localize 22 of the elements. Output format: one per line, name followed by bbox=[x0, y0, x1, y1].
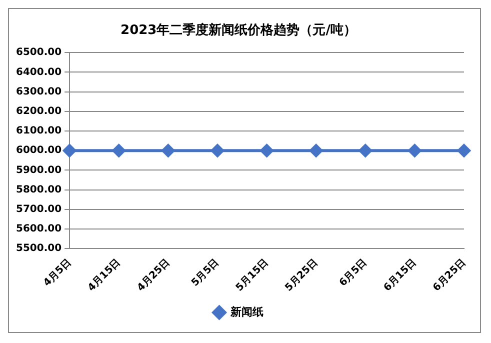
y-tick-label: 5800.00 bbox=[16, 184, 62, 196]
y-tick-label: 6300.00 bbox=[16, 86, 62, 98]
x-tick-label: 5月25日 bbox=[283, 257, 320, 294]
y-tick-label: 5900.00 bbox=[16, 164, 62, 176]
y-tick-label: 6200.00 bbox=[16, 106, 62, 117]
y-tick-label: 6100.00 bbox=[16, 126, 62, 137]
legend-label: 新闻纸 bbox=[229, 305, 264, 318]
x-tick-label: 6月15日 bbox=[382, 257, 419, 294]
y-tick-label: 6500.00 bbox=[16, 47, 62, 58]
x-tick-label: 4月5日 bbox=[42, 257, 74, 289]
y-tick-label: 6400.00 bbox=[16, 66, 62, 78]
y-tick-label: 5600.00 bbox=[16, 224, 62, 235]
x-tick-label: 4月25日 bbox=[135, 257, 172, 294]
x-tick-label: 5月15日 bbox=[234, 257, 271, 294]
y-tick-label: 5700.00 bbox=[16, 204, 62, 216]
x-tick-label: 4月15日 bbox=[86, 257, 123, 294]
x-tick-label: 5月5日 bbox=[190, 257, 222, 289]
x-tick-label: 6月25日 bbox=[431, 257, 468, 294]
y-tick-label: 6000.00 bbox=[16, 145, 62, 156]
x-tick-label: 6月5日 bbox=[338, 257, 370, 289]
chart-title: 2023年二季度新闻纸价格趋势（元/吨） bbox=[120, 22, 356, 38]
y-tick-label: 5500.00 bbox=[16, 243, 62, 254]
